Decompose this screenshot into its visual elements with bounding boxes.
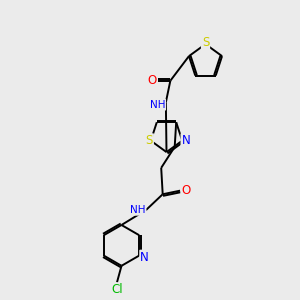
Text: N: N xyxy=(140,250,149,264)
Text: S: S xyxy=(146,134,153,147)
Text: N: N xyxy=(182,134,190,147)
Text: O: O xyxy=(148,74,157,87)
Text: O: O xyxy=(182,184,191,197)
Text: NH: NH xyxy=(150,100,165,110)
Text: S: S xyxy=(202,36,209,49)
Text: NH: NH xyxy=(130,205,146,215)
Text: Cl: Cl xyxy=(111,283,123,296)
